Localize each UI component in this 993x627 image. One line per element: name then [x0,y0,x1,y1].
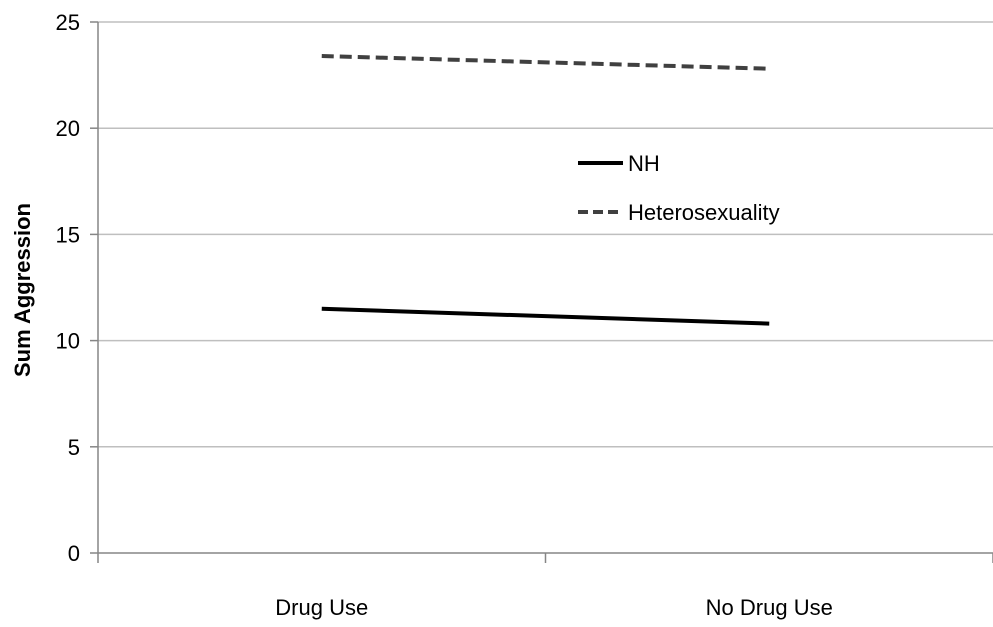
x-tick-label: No Drug Use [706,595,833,620]
series-line-1 [321,306,770,326]
y-tick-label: 10 [56,329,80,354]
x-tick-label: Drug Use [275,595,368,620]
legend-label: Heterosexuality [628,200,780,225]
series-line-2 [321,53,770,71]
y-tick-label: 20 [56,116,80,141]
y-axis-label: Sum Aggression [10,203,35,377]
y-tick-label: 0 [68,541,80,566]
y-tick-label: 25 [56,10,80,35]
y-tick-label: 5 [68,435,80,460]
legend-label: NH [628,151,660,176]
legend: NH Heterosexuality [578,151,780,225]
y-tick-label: 15 [56,222,80,247]
series [321,53,770,326]
gridlines [98,21,993,448]
axes: 0 5 10 15 20 25 Drug Use No Drug Use [56,10,993,620]
